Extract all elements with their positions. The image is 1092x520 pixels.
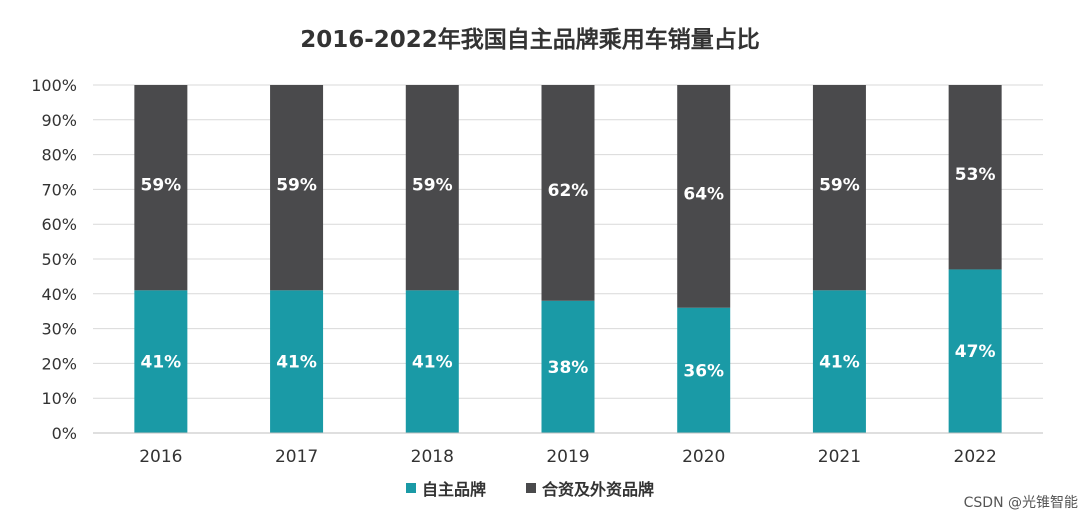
x-tick-label: 2021 [818, 447, 861, 467]
data-label-foreign: 64% [683, 184, 724, 204]
data-label-domestic: 36% [683, 361, 724, 381]
data-label-domestic: 38% [548, 358, 589, 378]
bar-domestic [677, 307, 731, 433]
y-tick-label: 90% [41, 111, 77, 130]
data-label-foreign: 59% [819, 176, 860, 196]
bar-domestic [948, 269, 1002, 433]
y-tick-label: 100% [31, 76, 77, 95]
data-label-foreign: 59% [276, 176, 317, 196]
bar-foreign [677, 85, 731, 308]
y-tick-label: 70% [41, 180, 77, 199]
data-label-foreign: 62% [548, 181, 589, 201]
x-tick-label: 2019 [546, 447, 589, 467]
x-tick-label: 2022 [954, 447, 997, 467]
bar-foreign [270, 85, 324, 291]
legend-swatch-domestic [405, 483, 416, 493]
data-label-domestic: 41% [276, 353, 317, 373]
legend-label-foreign: 合资及外资品牌 [542, 480, 655, 499]
data-label-domestic: 41% [141, 353, 182, 373]
data-label-domestic: 41% [412, 353, 453, 373]
x-tick-label: 2017 [275, 447, 318, 467]
y-tick-label: 40% [41, 285, 77, 304]
legend-label-domestic: 自主品牌 [421, 480, 486, 499]
chart-title: 2016-2022年我国自主品牌乘用车销量占比 [300, 27, 760, 53]
data-label-domestic: 41% [819, 353, 860, 373]
bar-foreign [948, 85, 1002, 270]
data-label-domestic: 47% [955, 342, 996, 362]
y-tick-label: 80% [41, 146, 77, 165]
y-tick-label: 50% [41, 250, 77, 269]
y-tick-label: 30% [41, 320, 77, 339]
x-tick-label: 2016 [139, 447, 182, 467]
bar-domestic [405, 290, 459, 433]
bar-domestic [270, 290, 324, 433]
data-label-foreign: 59% [141, 176, 182, 196]
y-tick-label: 0% [52, 424, 77, 443]
legend-swatch-foreign [526, 483, 536, 493]
bar-foreign [405, 85, 459, 291]
y-tick-label: 60% [41, 215, 77, 234]
legend-item-foreign: 合资及外资品牌 [526, 476, 654, 500]
bar-domestic [541, 300, 595, 433]
y-tick-label: 20% [41, 354, 77, 373]
x-tick-label: 2020 [682, 447, 725, 467]
legend-item-domestic: 自主品牌 [405, 476, 486, 500]
legend: 自主品牌 合资及外资品牌 [0, 476, 1060, 500]
bar-foreign [812, 85, 866, 291]
bar-foreign [541, 85, 595, 301]
data-label-foreign: 59% [412, 176, 453, 196]
x-tick-label: 2018 [411, 447, 454, 467]
bar-foreign [134, 85, 188, 291]
watermark: CSDN @光锥智能 [963, 495, 1078, 511]
data-label-foreign: 53% [955, 165, 996, 185]
y-tick-label: 10% [41, 389, 77, 408]
bar-domestic [134, 290, 188, 433]
bar-domestic [812, 290, 866, 433]
